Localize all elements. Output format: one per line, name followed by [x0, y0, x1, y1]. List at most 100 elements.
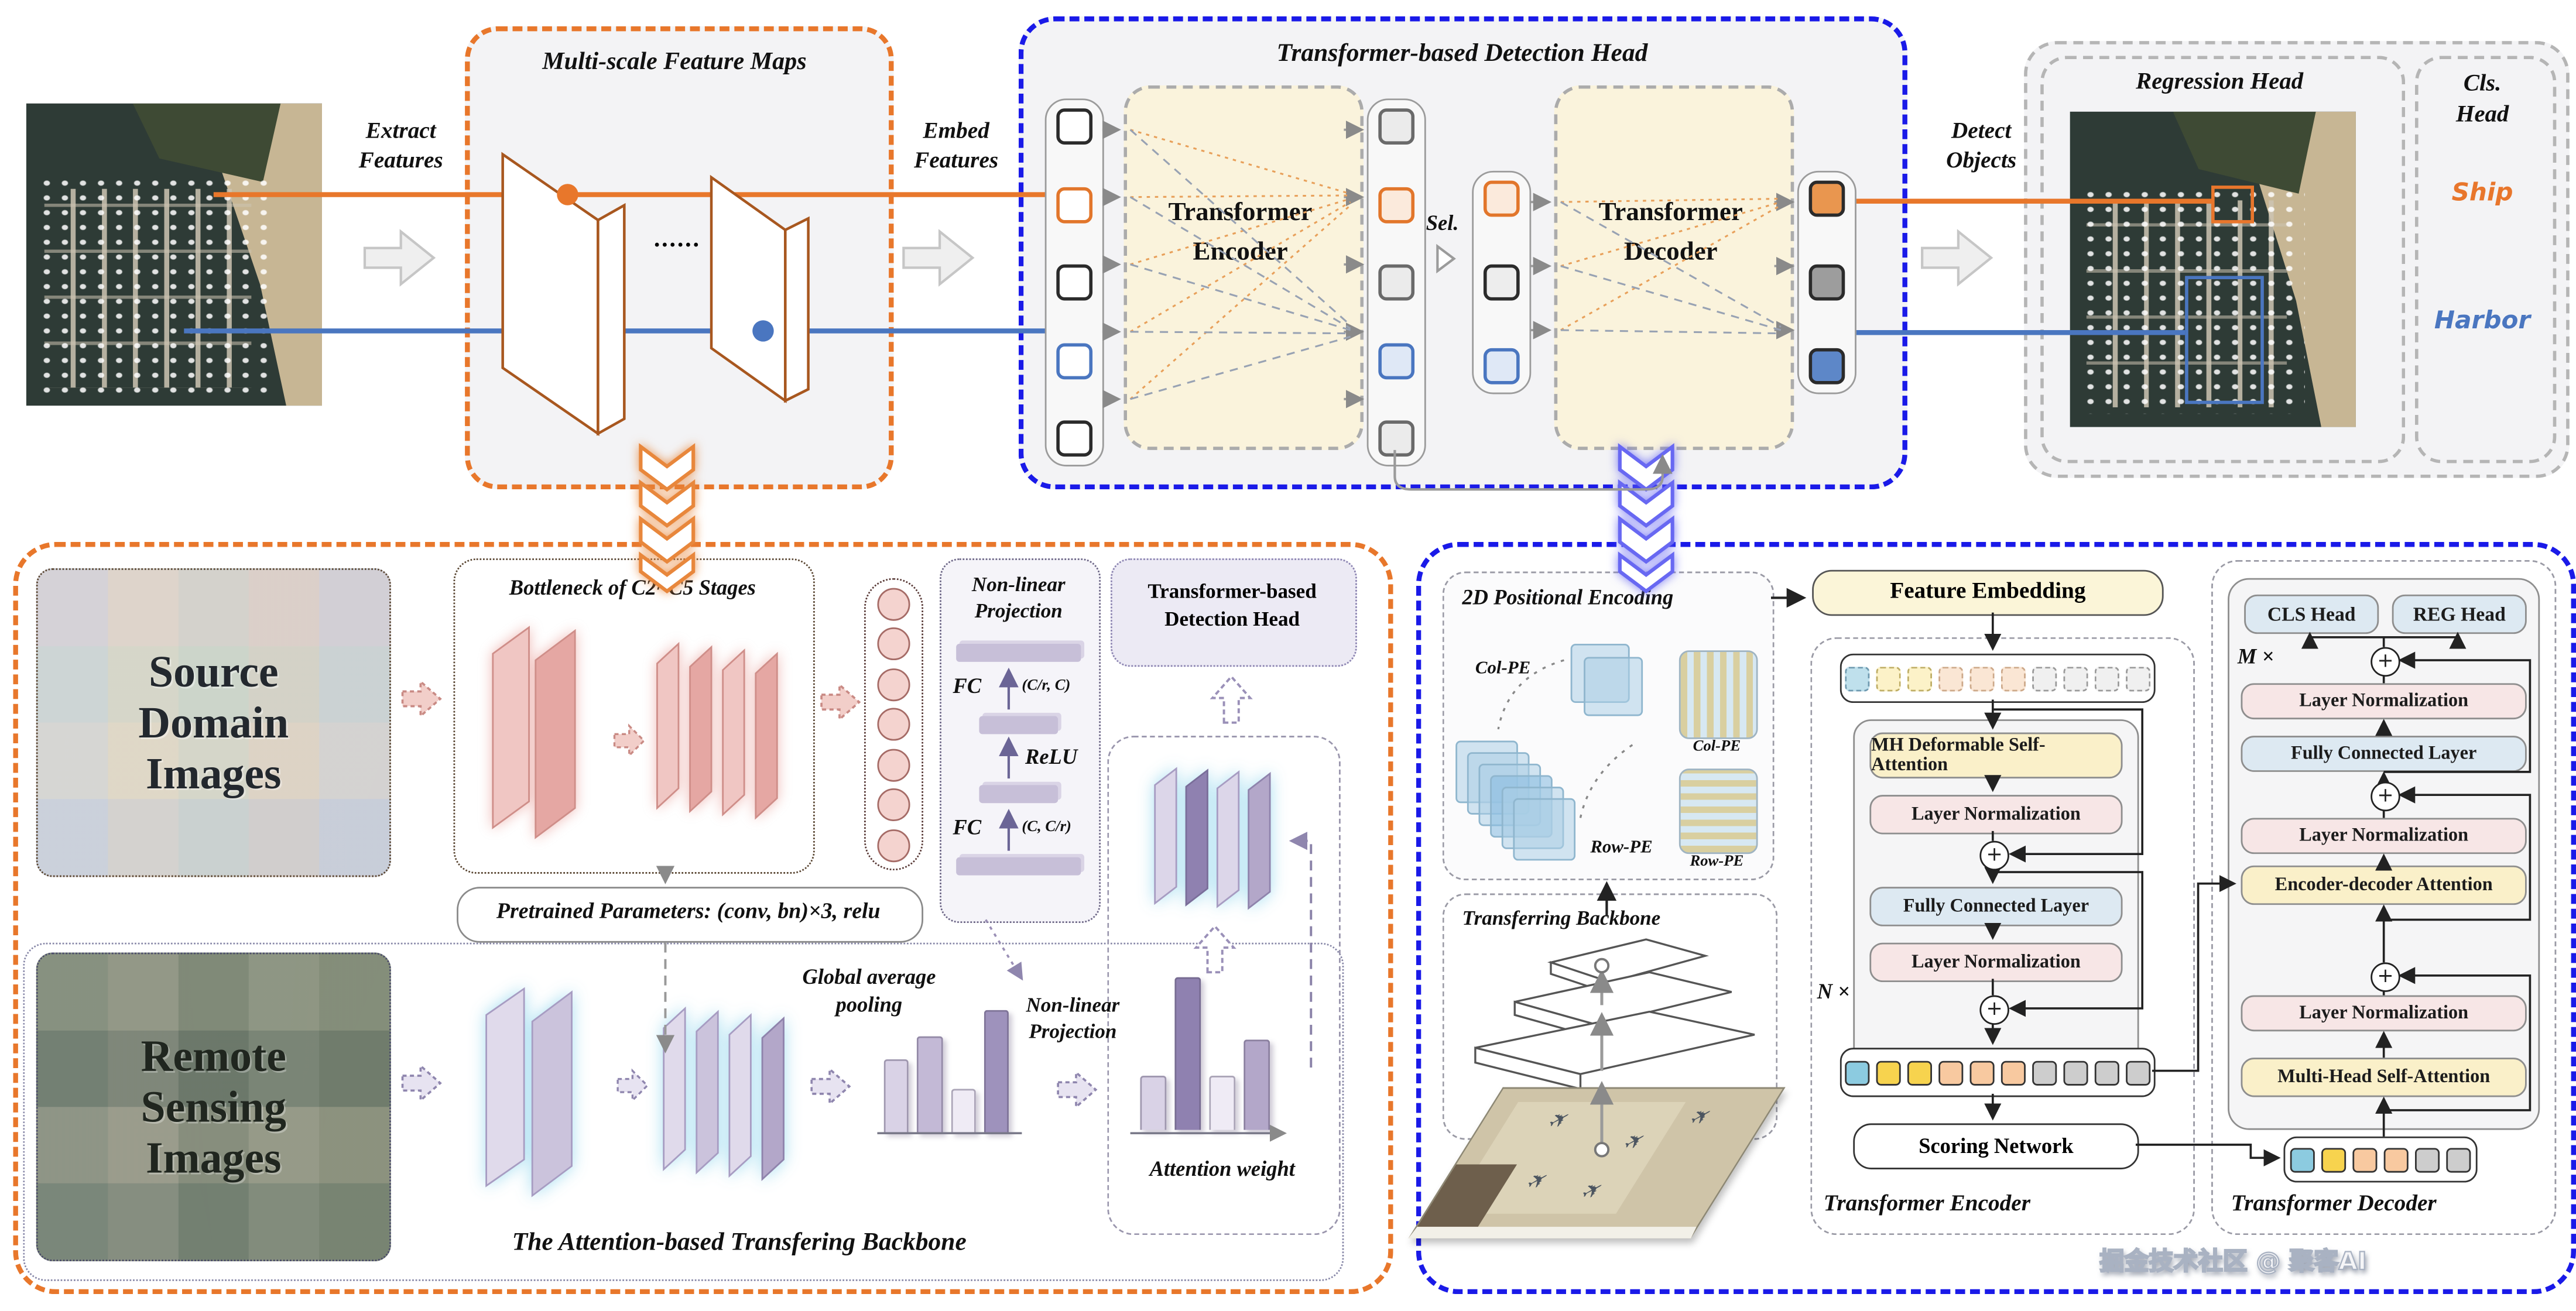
layer-norm-3: Layer Normalization	[2241, 683, 2527, 720]
pretrained-params-label: Pretrained Parameters: (conv, bn)×3, rel…	[496, 898, 881, 924]
fc-bottom-label: FC	[953, 814, 982, 839]
relu-label: ReLU	[1025, 744, 1078, 769]
bar	[883, 1059, 909, 1134]
col-pe-grid	[1678, 650, 1758, 739]
token-gp	[2094, 665, 2119, 691]
token-ys	[1876, 1060, 1901, 1085]
layer-norm-1: Layer Normalization	[1869, 795, 2123, 835]
token-grf	[1808, 264, 1845, 301]
token-ol	[1483, 180, 1520, 217]
token-w	[1056, 108, 1093, 145]
token-pp	[1938, 665, 1964, 691]
feature-embedding-box: Feature Embedding	[1812, 569, 2164, 616]
row-pe-grid	[1678, 768, 1758, 854]
token-gs	[2414, 1147, 2440, 1172]
transferring-backbone-title: Transferring Backbone	[1462, 906, 1661, 930]
row-pe-stack	[1513, 798, 1576, 861]
watermark: 掘金技术社区 @ 聚客AI	[2099, 1246, 2368, 1277]
transformer-encoder-label: Transformer Encoder	[1168, 198, 1313, 266]
fully-connected-enc: Fully Connected Layer	[1869, 887, 2123, 926]
reg-head-box-small: REG Head	[2392, 594, 2527, 634]
embed-features-label: Embed Features	[914, 119, 999, 174]
mh-deformable-attention: MH Deformable Self-Attention	[1869, 732, 2123, 779]
chevron-down-orange-icon	[639, 443, 696, 594]
harbor-bbox	[2185, 276, 2264, 404]
selection-triangle-icon	[1436, 243, 1456, 274]
fc-top-label: FC	[953, 673, 982, 698]
positional-encoding-title: 2D Positional Encoding	[1462, 584, 1674, 610]
token-w	[1056, 264, 1093, 301]
multiscale-feature-maps-title: Multi-scale Feature Maps	[542, 49, 807, 76]
backbone-caption: The Attention-based Transfering Backbone	[512, 1228, 967, 1257]
fully-connected-dec: Fully Connected Layer	[2241, 736, 2527, 772]
bar	[1209, 1076, 1236, 1130]
layer-norm-2: Layer Normalization	[1869, 942, 2123, 983]
bar	[917, 1036, 943, 1134]
token-w	[1056, 420, 1093, 457]
result-satellite-image	[2070, 111, 2356, 427]
transformer-decoder-label: Transformer Decoder	[1598, 198, 1743, 266]
feature-line-orange	[213, 192, 1051, 197]
token-gp	[2032, 665, 2057, 691]
airplane-icon: ✈	[1688, 1102, 1714, 1133]
cls-head-title: Cls. Head	[2455, 70, 2509, 128]
backbone-pyramid	[1474, 938, 1755, 1090]
cls-head-box	[2414, 56, 2557, 464]
token-gs	[2126, 1060, 2151, 1085]
token-gs	[2446, 1147, 2471, 1172]
ship-bbox	[2211, 186, 2254, 224]
projection-bar	[956, 857, 1081, 876]
feature-map-slab-small	[710, 174, 810, 404]
fc-bottom-dims: (C, C/r)	[1022, 819, 1071, 836]
token-ps	[1938, 1060, 1964, 1085]
add-icon: +	[2371, 781, 2400, 812]
token-gf	[1378, 420, 1415, 457]
nonlinear-projection2-label: Non-linear Projection	[1026, 993, 1120, 1043]
token-ys	[1907, 1060, 1932, 1085]
encoder-decoder-attention: Encoder-decoder Attention	[2241, 865, 2527, 905]
ship-class-label: Ship	[2451, 177, 2513, 207]
regression-head-box	[2040, 56, 2406, 464]
bar	[950, 1089, 976, 1134]
conv-slabs-pink-2	[492, 626, 576, 839]
m-times-label: M ×	[2237, 643, 2274, 669]
hollow-up-arrow-icon	[1193, 924, 1236, 974]
trees	[132, 103, 281, 182]
token-gp	[2126, 665, 2151, 691]
hollow-up-arrow-icon	[1210, 675, 1253, 724]
n-times-label: N ×	[1817, 979, 1850, 1004]
input-satellite-image	[26, 103, 322, 406]
token-pp	[2000, 665, 2026, 691]
lavender-arrow-small-icon	[616, 1068, 649, 1103]
bar	[1140, 1076, 1167, 1130]
lavender-arrow-icon	[1057, 1070, 1098, 1110]
trees	[2173, 111, 2316, 194]
feature-point-orange	[557, 184, 578, 205]
ellipsis: ......	[653, 226, 701, 253]
token-yp	[1876, 665, 1901, 691]
add-icon: +	[2371, 962, 2400, 992]
harbor-class-label: Harbor	[2434, 305, 2531, 335]
bar	[1174, 977, 1201, 1130]
pooling-bars	[883, 1005, 1009, 1134]
row-pe-grid-label: Row-PE	[1690, 854, 1744, 871]
token-ol	[1378, 186, 1415, 223]
layer-norm-4: Layer Normalization	[2241, 818, 2527, 854]
token-ps	[2000, 1060, 2026, 1085]
token-of	[1808, 180, 1845, 217]
token-yp	[1907, 665, 1932, 691]
token-ps	[2383, 1147, 2409, 1172]
detection-head-ref-box	[1110, 558, 1357, 667]
feature-map-slab-large	[501, 152, 626, 437]
lavender-arrow-icon	[810, 1066, 851, 1106]
attention-weight-label: Attention weight	[1149, 1156, 1295, 1181]
token-bl	[1378, 342, 1415, 379]
multihead-self-attention: Multi-Head Self-Attention	[2241, 1058, 2527, 1097]
token-gf	[1378, 264, 1415, 301]
detection-head-title: Transformer-based Detection Head	[1276, 39, 1648, 68]
scoring-network-box: Scoring Network	[1853, 1123, 2139, 1169]
layer-norm-5: Layer Normalization	[2241, 995, 2527, 1032]
lavender-arrow-icon	[401, 1063, 442, 1103]
flow-arrow-icon	[902, 229, 975, 287]
detect-line-blue	[1853, 330, 2186, 335]
